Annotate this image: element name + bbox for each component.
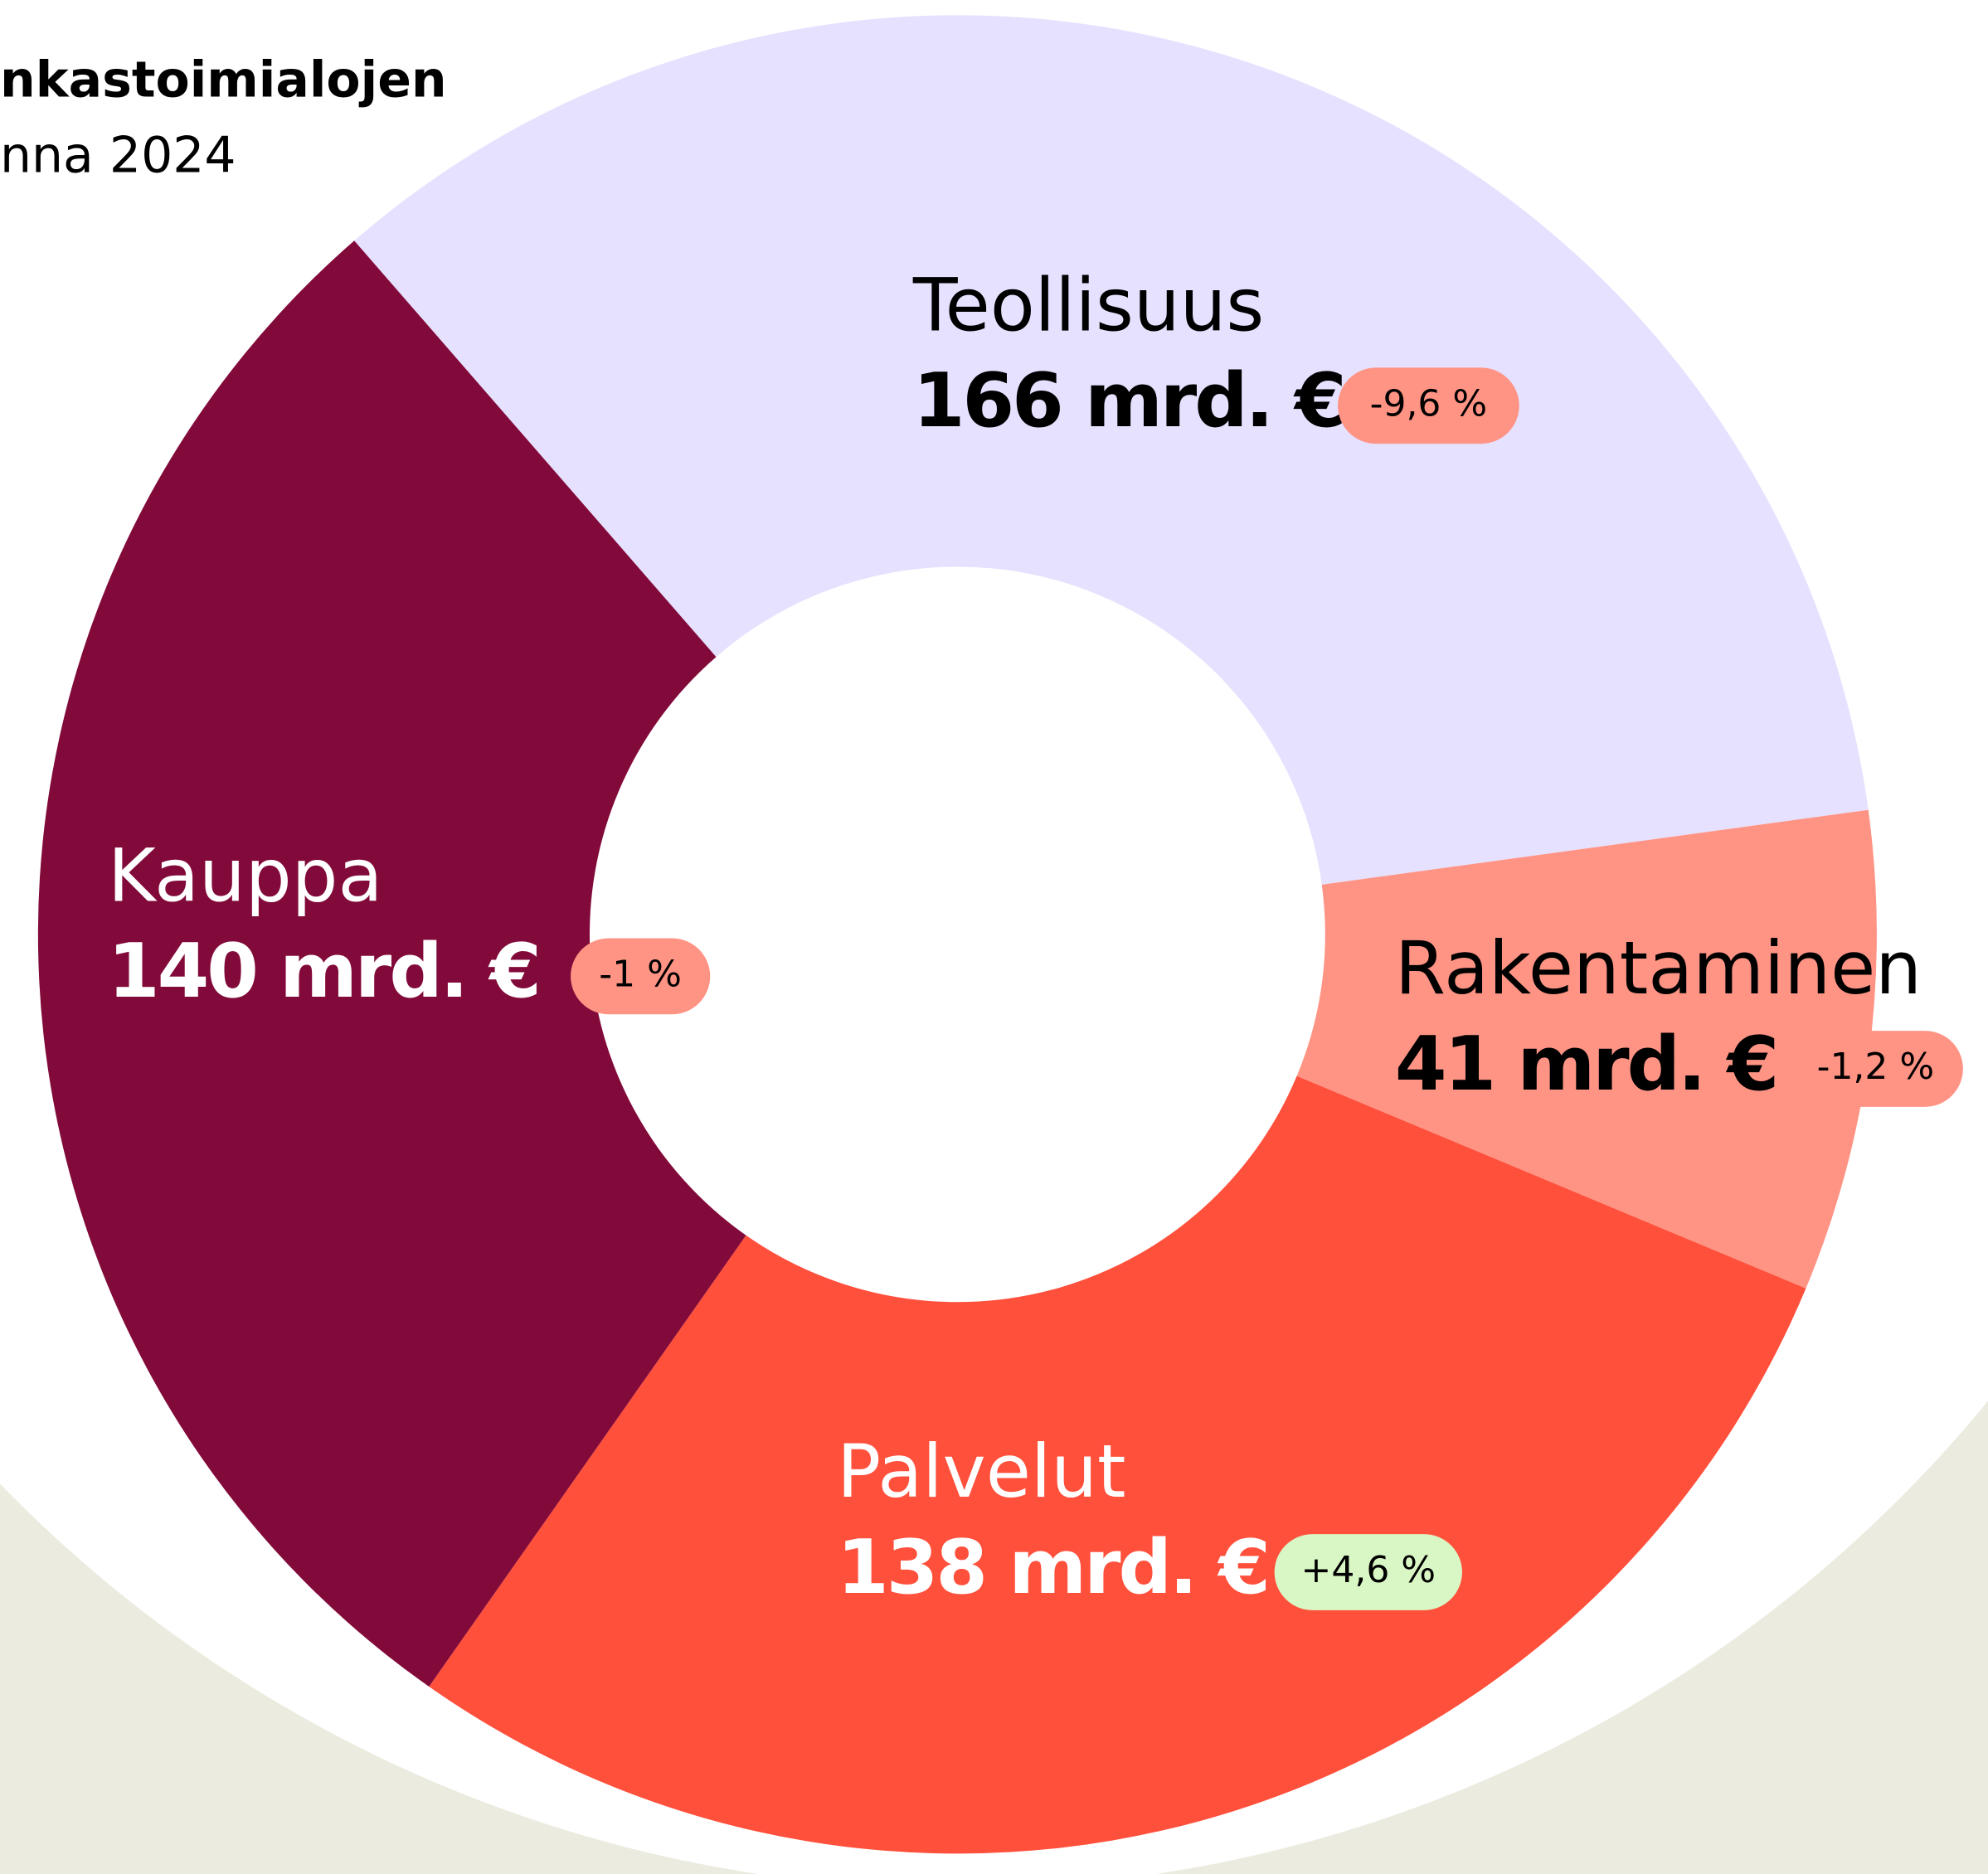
- value-label: 138 mrd. €: [837, 1524, 1268, 1611]
- donut-segment: [1296, 809, 1877, 1289]
- segment-label: Kauppa: [108, 833, 383, 919]
- subtitle: nkastoimialojen: [0, 51, 447, 109]
- change-label: +4,6 %: [1300, 1549, 1436, 1591]
- change-badge: [1274, 1534, 1462, 1610]
- change-badge: [1787, 1031, 1963, 1107]
- segment-label: Teollisuus: [912, 263, 1264, 348]
- donut-segment: [354, 15, 1869, 885]
- donut-segment: [37, 240, 746, 1687]
- segment-label: Rakentaminen: [1395, 925, 1922, 1011]
- value-label: 140 mrd. €: [108, 928, 539, 1015]
- value-label: 41 mrd. €: [1395, 1021, 1777, 1108]
- change-badge: [571, 938, 711, 1015]
- change-label: -1,2 %: [1817, 1046, 1935, 1088]
- change-label: -1 %: [599, 953, 682, 995]
- value-label: 166 mrd. €: [913, 357, 1344, 444]
- change-label: -9,6 %: [1370, 382, 1488, 425]
- segment-label: Palvelut: [837, 1429, 1125, 1514]
- donut-segment: [429, 1075, 1806, 1854]
- change-badge: [1338, 367, 1519, 444]
- subtitle: nna 2024: [0, 127, 236, 185]
